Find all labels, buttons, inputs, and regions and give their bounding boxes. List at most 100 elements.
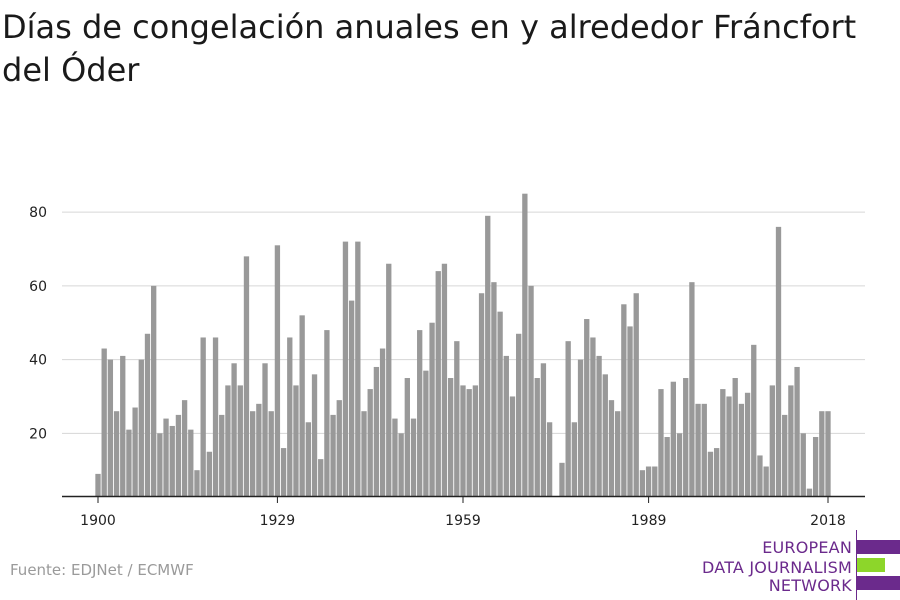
bar-1953 xyxy=(423,370,429,496)
bar-1947 xyxy=(386,263,392,496)
bar-2005 xyxy=(744,392,751,496)
bar-1902 xyxy=(107,359,114,496)
bar-1973 xyxy=(546,422,553,496)
bar-1907 xyxy=(138,359,144,496)
bar-1993 xyxy=(670,381,676,496)
bar-2000 xyxy=(713,448,720,496)
source-note: Fuente: EDJNet / ECMWF xyxy=(10,561,194,579)
bar-1971 xyxy=(534,378,540,496)
bar-1989 xyxy=(645,466,652,496)
bar-2006 xyxy=(751,344,757,496)
bar-1962 xyxy=(478,293,485,496)
logo-line-2: DATA JOURNALISM xyxy=(702,558,852,577)
bar-1951 xyxy=(410,418,417,496)
bar-1927 xyxy=(262,363,268,496)
x-axis-labels: 1900 1929 1959 1989 2018 xyxy=(80,496,846,529)
bar-1969 xyxy=(522,193,528,496)
bar-1972 xyxy=(540,363,547,496)
bar-1937 xyxy=(324,330,330,496)
bar-2016 xyxy=(812,437,819,496)
y-axis-labels: 20 40 60 80 xyxy=(29,205,47,442)
logo-line-3: NETWORK xyxy=(768,576,852,595)
bar-2004 xyxy=(738,403,745,496)
bar-1914 xyxy=(181,400,188,496)
bar-1942 xyxy=(355,241,361,496)
bar-1932 xyxy=(293,385,299,496)
bar-1998 xyxy=(701,403,707,496)
x-tick-label: 1900 xyxy=(80,513,116,529)
bar-1997 xyxy=(695,403,701,496)
bar-1943 xyxy=(361,411,367,496)
bar-1984 xyxy=(615,411,621,496)
bar-1949 xyxy=(398,433,404,496)
logo-bar-purple-top xyxy=(857,540,900,554)
bar-1941 xyxy=(348,300,355,496)
logo-bar-green xyxy=(857,558,885,572)
y-tick-label: 20 xyxy=(29,426,47,442)
bar-1933 xyxy=(299,315,305,496)
bar-1955 xyxy=(435,271,441,496)
bar-1918 xyxy=(206,451,213,496)
bar-1976 xyxy=(565,341,571,496)
bar-1980 xyxy=(590,337,596,496)
bar-1967 xyxy=(509,396,516,496)
chart-title: Días de congelación anuales en y alreded… xyxy=(2,8,857,89)
bar-1982 xyxy=(602,374,608,496)
bar-1903 xyxy=(113,411,120,496)
bar-1920 xyxy=(219,414,225,496)
bar-2015 xyxy=(806,488,813,496)
bar-1964 xyxy=(491,282,497,496)
bar-1991 xyxy=(658,389,664,496)
bar-2010 xyxy=(775,226,782,496)
bar-1916 xyxy=(194,470,200,496)
bar-1924 xyxy=(243,256,250,496)
bar-1988 xyxy=(639,470,646,496)
bar-1917 xyxy=(200,337,206,496)
bar-1985 xyxy=(621,304,627,496)
bar-1923 xyxy=(237,385,243,496)
bar-1950 xyxy=(404,378,410,496)
x-tick-label: 1959 xyxy=(445,513,481,529)
bar-1963 xyxy=(485,215,491,496)
x-tick-label: 1929 xyxy=(260,513,296,529)
bar-1910 xyxy=(157,433,163,496)
bar-1999 xyxy=(707,451,714,496)
bar-1958 xyxy=(454,341,460,496)
bar-2003 xyxy=(732,378,738,496)
bar-1945 xyxy=(373,366,380,496)
bar-1995 xyxy=(683,378,689,496)
bar-1954 xyxy=(429,322,435,496)
bar-1944 xyxy=(367,389,373,496)
bar-1957 xyxy=(447,378,454,496)
bar-2012 xyxy=(788,385,794,496)
bar-1929 xyxy=(274,245,281,496)
y-tick-label: 80 xyxy=(29,205,47,221)
bar-1926 xyxy=(256,403,262,496)
bar-1905 xyxy=(126,429,132,496)
bar-1930 xyxy=(280,448,287,496)
bar-2018 xyxy=(825,411,831,496)
bar-2009 xyxy=(769,385,775,496)
bar-1960 xyxy=(466,389,472,496)
bar-2007 xyxy=(757,455,763,496)
bar-1978 xyxy=(577,359,584,496)
bar-1911 xyxy=(163,418,169,496)
bar-1996 xyxy=(689,282,695,496)
bar-1922 xyxy=(231,363,237,496)
bar-1986 xyxy=(627,326,633,496)
bar-1934 xyxy=(305,422,311,496)
y-tick-label: 60 xyxy=(29,279,47,295)
bar-1909 xyxy=(151,285,157,496)
bar-1939 xyxy=(336,400,342,496)
logo-bar-purple-bottom xyxy=(857,576,900,590)
bar-1952 xyxy=(417,330,423,496)
bars xyxy=(95,193,831,496)
logo-divider xyxy=(856,530,857,600)
bar-1987 xyxy=(633,293,639,496)
bar-1981 xyxy=(596,355,602,496)
bar-2013 xyxy=(794,366,800,496)
bar-2001 xyxy=(720,389,726,496)
bar-1938 xyxy=(330,414,336,496)
bar-2008 xyxy=(763,466,769,496)
